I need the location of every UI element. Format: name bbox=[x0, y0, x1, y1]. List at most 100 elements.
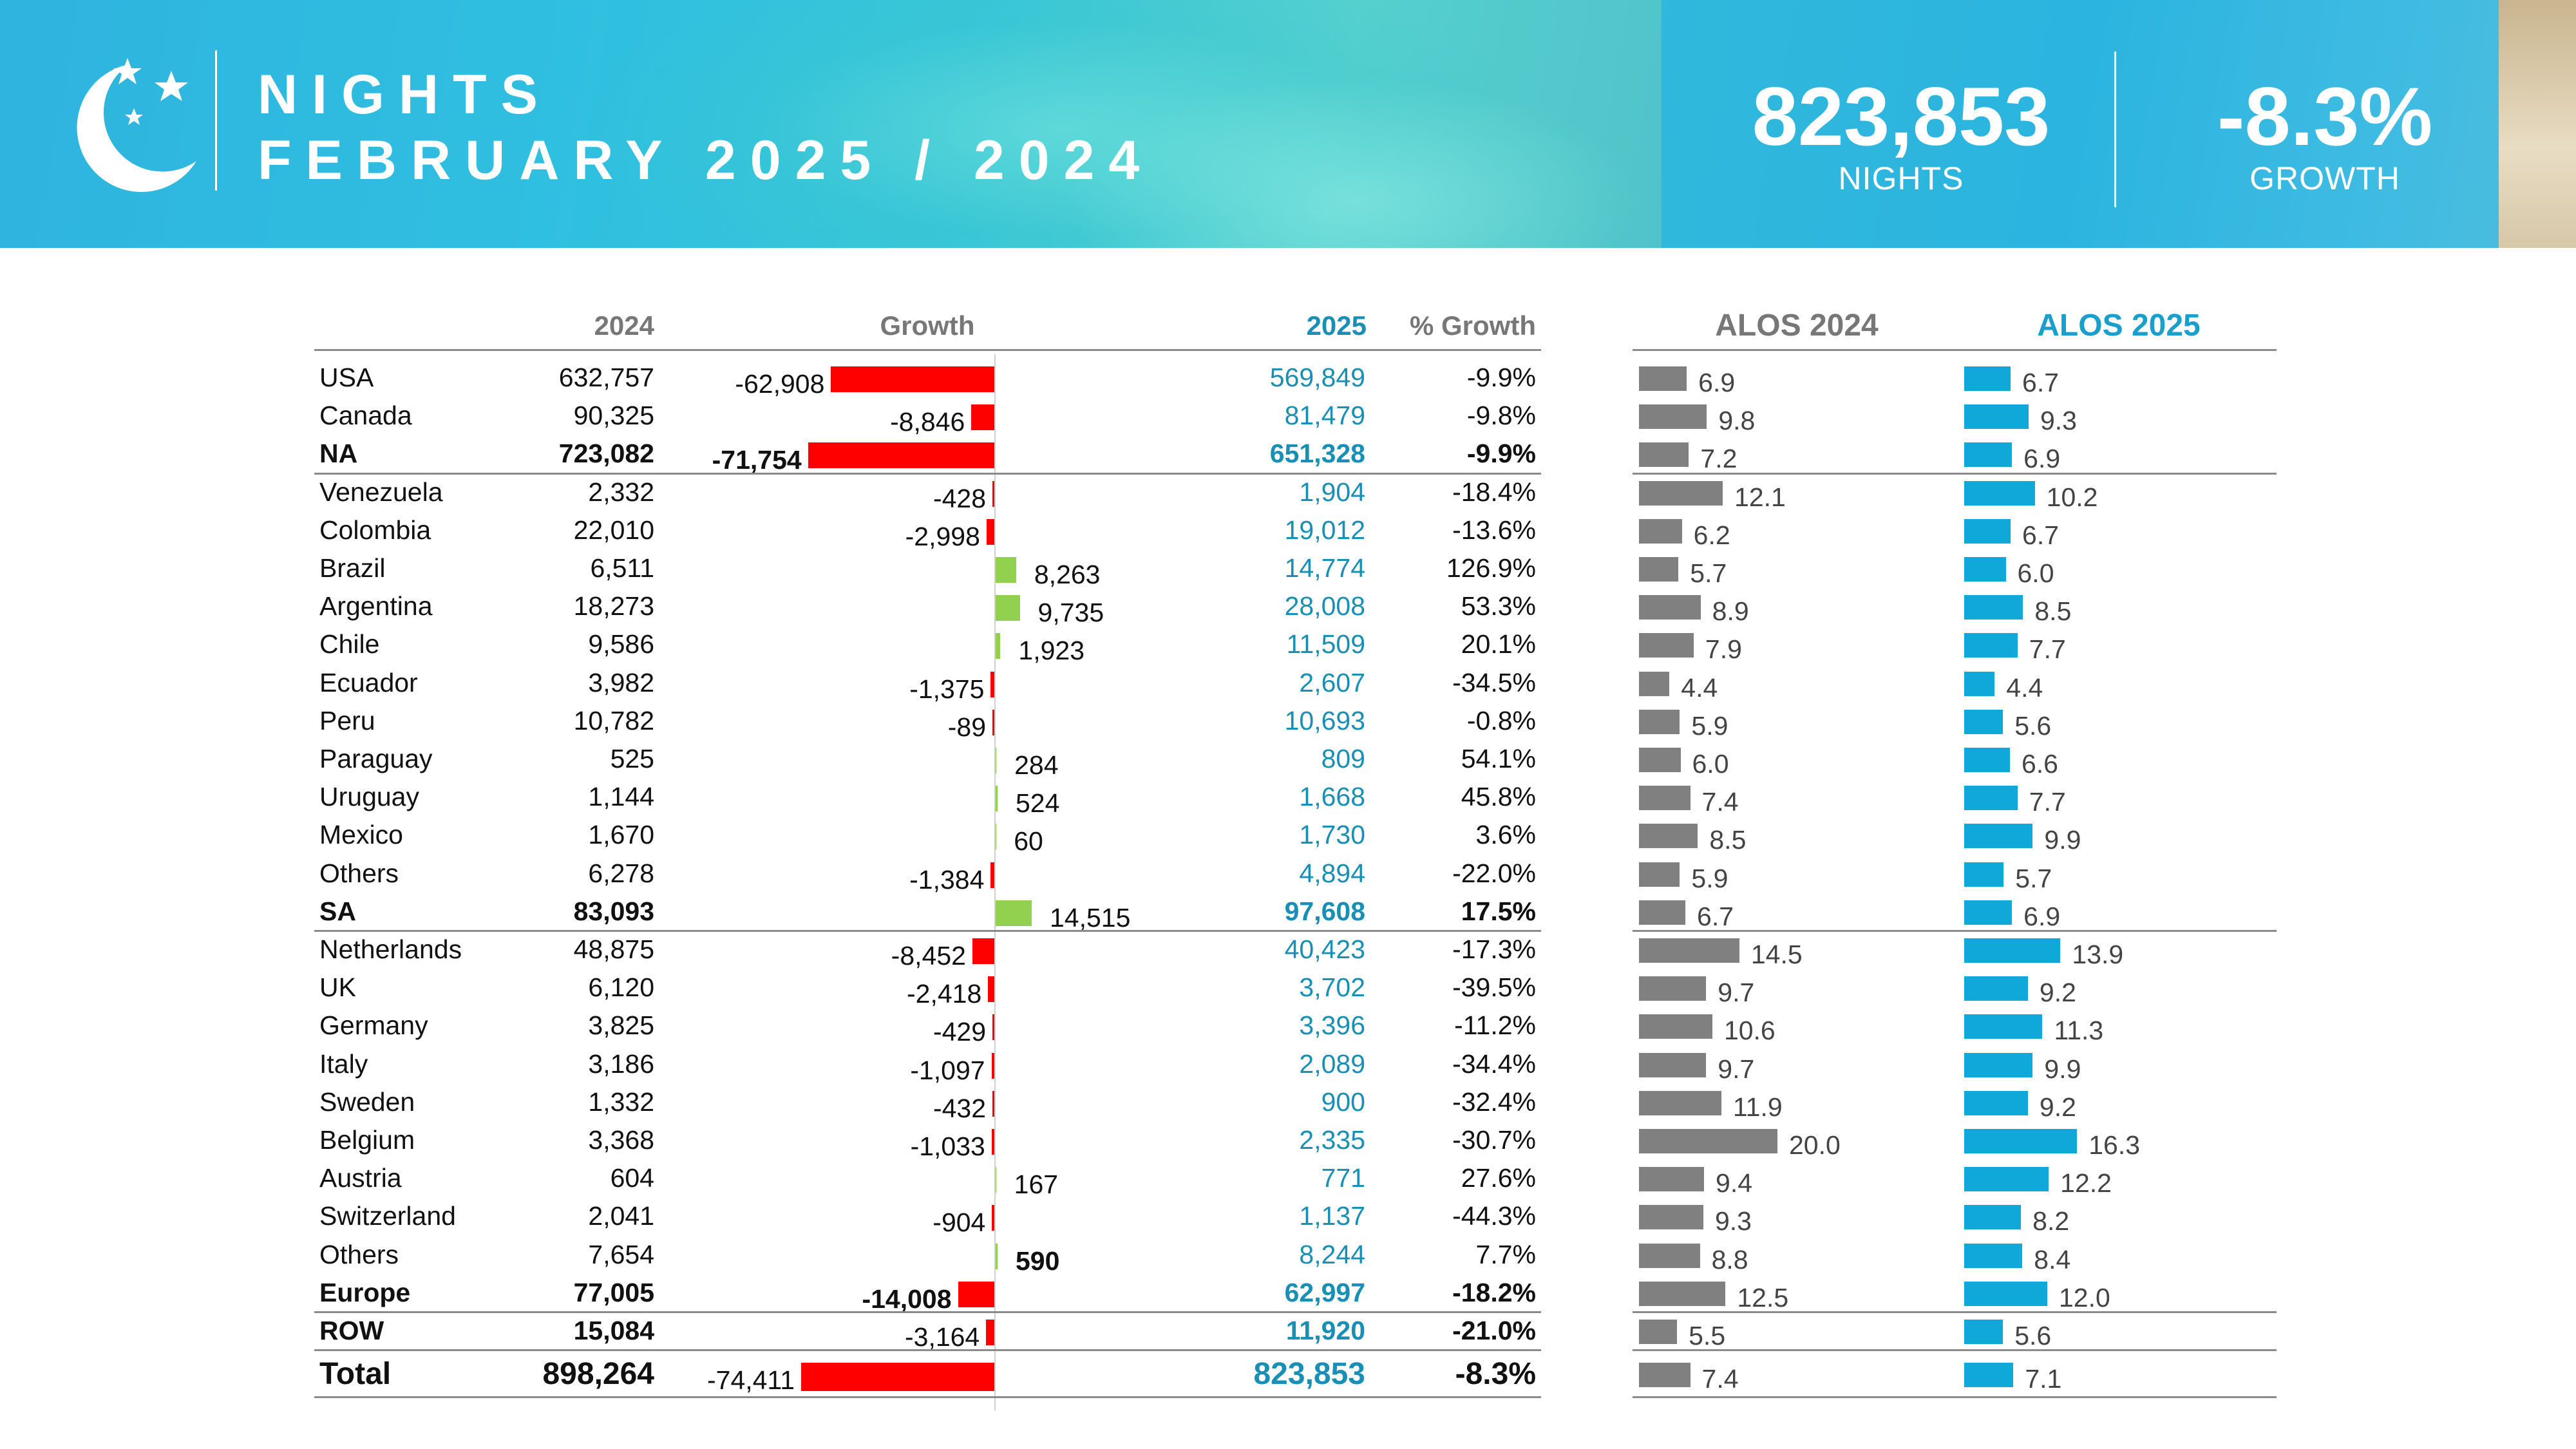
value-2025: 62,997 bbox=[1284, 1277, 1365, 1307]
table-row: Germany 3,825 3,396 -11.2% -429 10.6 11.3 bbox=[0, 1007, 2576, 1046]
alos-2024-bar bbox=[1639, 709, 1680, 734]
alos-2025-bar bbox=[1964, 404, 2029, 430]
alos-2024-label: 6.2 bbox=[1693, 520, 1730, 550]
growth-zero-axis bbox=[994, 354, 996, 1410]
table-row: UK 6,120 3,702 -39.5% -2,418 9.7 9.2 bbox=[0, 969, 2576, 1009]
pct-growth: -39.5% bbox=[1452, 972, 1536, 1003]
country-name: Austria bbox=[319, 1163, 402, 1193]
alos-2025-label: 5.7 bbox=[2015, 863, 2052, 893]
value-2024: 604 bbox=[610, 1163, 654, 1193]
pct-growth: -9.8% bbox=[1466, 401, 1536, 431]
country-name: Italy bbox=[319, 1048, 368, 1079]
alos-2025-label: 9.9 bbox=[2044, 825, 2081, 855]
growth-label: -428 bbox=[933, 483, 986, 513]
table-row: Colombia 22,010 19,012 -13.6% -2,998 6.2 6.7 bbox=[0, 511, 2576, 551]
table-row: Argentina 18,273 28,008 53.3% 9,735 8.9 8.5 bbox=[0, 587, 2576, 627]
alos-2024-bar bbox=[1639, 595, 1701, 620]
value-2025: 40,423 bbox=[1284, 934, 1365, 964]
table-row: Brazil 6,511 14,774 126.9% 8,263 5.7 6.0 bbox=[0, 549, 2576, 589]
pct-growth: -32.4% bbox=[1452, 1086, 1536, 1117]
value-2025: 823,853 bbox=[1253, 1357, 1365, 1392]
growth-label: -8,452 bbox=[891, 941, 966, 971]
country-name: Mexico bbox=[319, 820, 403, 850]
alos-2024-label: 8.5 bbox=[1709, 825, 1747, 855]
value-2025: 14,774 bbox=[1284, 553, 1365, 583]
country-name: Paraguay bbox=[319, 744, 433, 773]
value-2024: 22,010 bbox=[573, 515, 654, 545]
column-header-growth: Growth bbox=[880, 310, 975, 341]
alos-2024-bar bbox=[1639, 442, 1689, 468]
country-name: Netherlands bbox=[319, 934, 462, 964]
growth-bar bbox=[988, 976, 994, 1003]
table-row: Canada 90,325 81,479 -9.8% -8,846 9.8 9.3 bbox=[0, 397, 2576, 437]
value-2024: 3,982 bbox=[588, 667, 654, 697]
alos-2025-label: 7.1 bbox=[2025, 1364, 2062, 1394]
value-2025: 97,608 bbox=[1284, 896, 1365, 926]
table-row: SA 83,093 97,608 17.5% 14,515 6.7 6.9 bbox=[0, 893, 2576, 933]
value-2024: 3,825 bbox=[588, 1010, 654, 1041]
value-2024: 1,144 bbox=[588, 782, 654, 812]
growth-label: -432 bbox=[933, 1093, 986, 1123]
growth-bar bbox=[986, 518, 994, 545]
value-2025: 1,904 bbox=[1299, 477, 1365, 507]
alos-2024-bar bbox=[1639, 938, 1739, 963]
alos-2025-bar bbox=[1964, 938, 2061, 963]
alos-2025-bar bbox=[1964, 1281, 2047, 1306]
value-2025: 2,607 bbox=[1299, 667, 1365, 697]
pct-growth: 17.5% bbox=[1461, 896, 1536, 926]
alos-2025-bar bbox=[1964, 633, 2018, 658]
pct-growth: -0.8% bbox=[1466, 705, 1536, 735]
table-header-rule bbox=[314, 349, 1541, 351]
value-2024: 2,041 bbox=[588, 1201, 654, 1231]
kpi-growth-value: -8.3% bbox=[2217, 71, 2433, 163]
growth-label: 1,923 bbox=[1018, 636, 1085, 666]
value-2024: 6,511 bbox=[590, 553, 654, 583]
alos-2025-bar bbox=[1964, 900, 2012, 925]
country-name: Ecuador bbox=[319, 667, 418, 697]
kpi-nights-value: 823,853 bbox=[1752, 71, 2050, 163]
group-separator bbox=[314, 472, 1541, 475]
value-2025: 11,509 bbox=[1286, 629, 1365, 659]
table-row: Austria 604 771 27.6% 167 9.4 12.2 bbox=[0, 1159, 2576, 1199]
alos-2025-label: 10.2 bbox=[2046, 482, 2098, 512]
value-2024: 18,273 bbox=[573, 591, 654, 621]
alos-2025-label: 7.7 bbox=[2029, 634, 2066, 665]
alos-2025-bar bbox=[1964, 1243, 2023, 1268]
alos-2025-bar bbox=[1964, 824, 2033, 849]
value-2025: 28,008 bbox=[1284, 591, 1365, 621]
group-separator bbox=[314, 1311, 1541, 1313]
alos-2024-label: 6.0 bbox=[1692, 749, 1729, 779]
alos-2025-label: 6.6 bbox=[2021, 749, 2058, 779]
value-2024: 83,093 bbox=[573, 896, 654, 926]
header-banner: NIGHTS FEBRUARY 2025 / 2024 823,853 NIGH… bbox=[0, 0, 2576, 248]
alos-2025-label: 9.3 bbox=[2040, 406, 2077, 436]
alos-2025-bar bbox=[1964, 1205, 2022, 1230]
value-2025: 771 bbox=[1321, 1163, 1365, 1193]
table-row: Uruguay 1,144 1,668 45.8% 524 7.4 7.7 bbox=[0, 778, 2576, 818]
kpi-panel bbox=[1662, 0, 2499, 248]
growth-bar bbox=[992, 1205, 994, 1231]
country-name: Argentina bbox=[319, 591, 433, 621]
pct-growth: -22.0% bbox=[1452, 858, 1536, 888]
alos-2024-label: 7.4 bbox=[1701, 1364, 1739, 1394]
country-name: UK bbox=[319, 972, 356, 1003]
pct-growth: 126.9% bbox=[1446, 553, 1536, 583]
country-name: Switzerland bbox=[319, 1201, 456, 1231]
column-header-2025: 2025 bbox=[1306, 310, 1367, 341]
growth-bar bbox=[986, 1320, 994, 1345]
pct-growth: 3.6% bbox=[1475, 820, 1536, 850]
alos-2025-bar bbox=[1964, 1320, 2003, 1344]
alos-2024-bar bbox=[1639, 786, 1690, 811]
alos-2025-bar bbox=[1964, 709, 2003, 734]
alos-2024-bar bbox=[1639, 824, 1698, 849]
page-subtitle: FEBRUARY 2025 / 2024 bbox=[258, 129, 1154, 191]
pct-growth: -8.3% bbox=[1455, 1357, 1536, 1392]
pct-growth: -30.7% bbox=[1452, 1125, 1536, 1155]
growth-bar bbox=[808, 442, 994, 469]
value-2025: 900 bbox=[1321, 1086, 1365, 1117]
value-2025: 1,668 bbox=[1299, 782, 1365, 812]
value-2024: 15,084 bbox=[573, 1316, 654, 1345]
table-row: Total 898,264 823,853 -8.3% -74,411 7.4 7.1 bbox=[0, 1355, 2576, 1395]
alos-2025-label: 6.9 bbox=[2023, 444, 2061, 474]
pct-growth: 53.3% bbox=[1461, 591, 1536, 621]
